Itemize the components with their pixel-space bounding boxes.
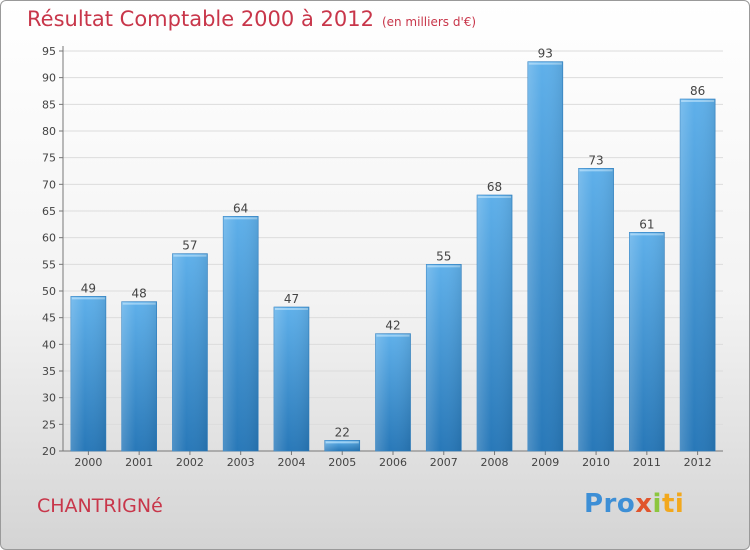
value-label-2009: 93 — [538, 47, 553, 61]
y-tick-label-95: 95 — [42, 45, 56, 58]
value-label-2004: 47 — [284, 292, 299, 306]
y-tick-label-65: 65 — [42, 205, 56, 218]
bar-shine-2003 — [223, 216, 259, 451]
x-tick-label-2006: 2006 — [379, 456, 407, 469]
value-label-2008: 68 — [487, 180, 502, 194]
bar-shine-2010 — [578, 168, 614, 452]
bar-shine-2011 — [629, 232, 665, 451]
x-tick-label-2008: 2008 — [481, 456, 509, 469]
x-tick-label-2010: 2010 — [582, 456, 610, 469]
y-tick-label-45: 45 — [42, 312, 56, 325]
bar-shine-2004 — [273, 307, 309, 451]
bar-shine-2012 — [680, 99, 716, 451]
x-tick-label-2001: 2001 — [125, 456, 153, 469]
y-tick-label-35: 35 — [42, 365, 56, 378]
value-label-2011: 61 — [639, 217, 654, 231]
bar-shine-2006 — [375, 333, 411, 451]
bar-shine-2009 — [527, 61, 563, 452]
y-tick-label-25: 25 — [42, 418, 56, 431]
value-label-2002: 57 — [182, 239, 197, 253]
chart-subtitle: (en milliers d'€) — [381, 15, 477, 29]
bar-shine-2005 — [324, 440, 360, 451]
value-label-2003: 64 — [233, 201, 248, 215]
chart-title-text: Résultat Comptable 2000 à 2012 — [27, 7, 374, 31]
value-label-2007: 55 — [436, 249, 451, 263]
chart-title: Résultat Comptable 2000 à 2012 (en millie… — [27, 7, 476, 31]
proxiti-logo: Proxiti — [584, 489, 685, 519]
bar-shine-2000 — [70, 296, 106, 451]
value-label-2001: 48 — [132, 287, 147, 301]
value-label-2005: 22 — [335, 425, 350, 439]
x-tick-label-2003: 2003 — [227, 456, 255, 469]
y-tick-label-70: 70 — [42, 178, 56, 191]
bar-shine-2001 — [121, 301, 157, 451]
value-label-2012: 86 — [690, 84, 705, 98]
y-tick-label-80: 80 — [42, 125, 56, 138]
labels: 20 25 30 35 40 45 50 55 60 65 70 75 80 85 90 95 2000 49 20… — [42, 45, 712, 469]
bars — [70, 61, 716, 452]
y-tick-label-30: 30 — [42, 392, 56, 405]
y-tick-label-55: 55 — [42, 258, 56, 271]
y-tick-label-50: 50 — [42, 285, 56, 298]
bar-shine-2008 — [477, 195, 513, 451]
location-name: CHANTRIGNé — [37, 495, 163, 517]
x-tick-label-2012: 2012 — [684, 456, 712, 469]
x-tick-label-2011: 2011 — [633, 456, 661, 469]
y-tick-label-90: 90 — [42, 72, 56, 85]
x-tick-label-2000: 2000 — [74, 456, 102, 469]
x-tick-label-2007: 2007 — [430, 456, 458, 469]
y-tick-label-85: 85 — [42, 98, 56, 111]
y-tick-label-20: 20 — [42, 445, 56, 458]
y-tick-label-40: 40 — [42, 338, 56, 351]
value-label-2006: 42 — [385, 319, 400, 333]
value-label-2000: 49 — [81, 281, 96, 295]
x-tick-label-2004: 2004 — [277, 456, 305, 469]
y-tick-label-75: 75 — [42, 152, 56, 165]
x-tick-label-2002: 2002 — [176, 456, 204, 469]
x-tick-label-2009: 2009 — [531, 456, 559, 469]
bar-shine-2002 — [172, 253, 208, 451]
y-tick-label-60: 60 — [42, 232, 56, 245]
bar-shine-2007 — [426, 264, 462, 451]
x-tick-label-2005: 2005 — [328, 456, 356, 469]
value-label-2010: 73 — [588, 153, 603, 167]
